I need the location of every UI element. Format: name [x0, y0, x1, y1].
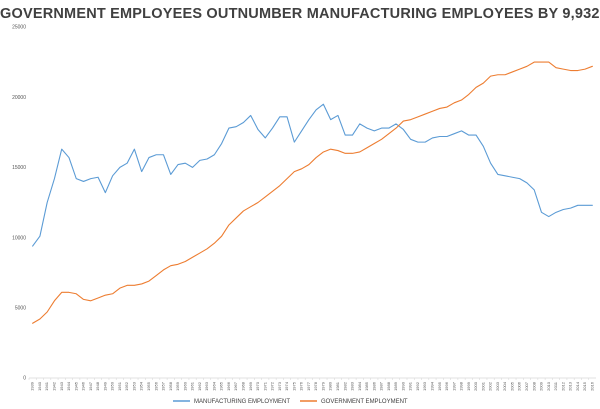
x-tick-label: 1961	[190, 381, 195, 391]
x-tick-label: 2006	[517, 381, 522, 391]
x-tick-label: 1959	[175, 381, 180, 391]
x-tick-label: 1943	[59, 381, 64, 391]
x-tick-label: 1978	[313, 381, 318, 391]
x-tick-label: 2010	[546, 381, 551, 391]
x-tick-label: 1998	[459, 381, 464, 391]
x-tick-label: 2012	[560, 381, 565, 391]
x-tick-label: 1950	[110, 381, 115, 391]
x-tick-label: 1988	[386, 381, 391, 391]
y-tick-label: 5000	[15, 306, 26, 312]
chart-legend: MANUFACTURING EMPLOYMENT GOVERNMENT EMPLO…	[173, 399, 408, 405]
x-tick-label: 1980	[328, 381, 333, 391]
x-tick-label: 1966	[226, 381, 231, 391]
x-tick-label: 1962	[197, 381, 202, 391]
x-tick-label: 1968	[241, 381, 246, 391]
x-tick-label: 1994	[430, 381, 435, 391]
y-tick-label: 25000	[12, 25, 26, 31]
series-line-government	[32, 61, 593, 324]
x-tick-label: 1942	[52, 381, 57, 391]
x-tick-label: 1997	[451, 381, 456, 391]
x-tick-label: 1985	[364, 381, 369, 391]
x-tick-label: 1940	[37, 381, 42, 391]
x-tick-label: 2005	[509, 381, 514, 391]
x-tick-label: 1958	[168, 381, 173, 391]
x-tick-label: 2008	[531, 381, 536, 391]
x-tick-label: 1953	[131, 381, 136, 391]
x-tick-label: 1960	[182, 381, 187, 391]
x-tick-label: 1976	[299, 381, 304, 391]
x-tick-label: 1941	[44, 381, 49, 391]
x-tick-label: 2007	[524, 381, 529, 391]
x-tick-label: 2000	[473, 381, 478, 391]
chart-title: GOVERNMENT EMPLOYEES OUTNUMBER MANUFACTU…	[0, 6, 600, 22]
x-tick-label: 1977	[306, 381, 311, 391]
y-tick-label: 20000	[12, 95, 26, 101]
y-tick-label: 15000	[12, 165, 26, 171]
x-tick-label: 2002	[488, 381, 493, 391]
x-tick-label: 1993	[422, 381, 427, 391]
x-tick-label: 1983	[350, 381, 355, 391]
x-tick-label: 1981	[335, 381, 340, 391]
x-tick-label: 2004	[502, 381, 507, 391]
x-tick-label: 1939	[30, 381, 35, 391]
x-tick-label: 1955	[146, 381, 151, 391]
x-tick-label: 1990	[400, 381, 405, 391]
x-tick-label: 2009	[539, 381, 544, 391]
y-tick-label: 10000	[12, 235, 26, 241]
x-tick-label: 1964	[211, 381, 216, 391]
x-tick-label: 2014	[575, 381, 580, 391]
x-tick-label: 2016	[589, 381, 594, 391]
x-tick-label: 1999	[466, 381, 471, 391]
x-tick-label: 1947	[88, 381, 93, 391]
x-tick-label: 1944	[66, 381, 71, 391]
x-tick-label: 1948	[95, 381, 100, 391]
x-tick-label: 1991	[408, 381, 413, 391]
x-tick-label: 1986	[371, 381, 376, 391]
x-tick-label: 1957	[161, 381, 166, 391]
x-tick-label: 2001	[480, 381, 485, 391]
x-tick-label: 1984	[357, 381, 362, 391]
x-tick-label: 1965	[219, 381, 224, 391]
x-tick-label: 1987	[379, 381, 384, 391]
x-tick-label: 2015	[582, 381, 587, 391]
x-tick-label: 1979	[320, 381, 325, 391]
x-tick-label: 1989	[393, 381, 398, 391]
x-tick-label: 1975	[291, 381, 296, 391]
x-tick-label: 1972	[270, 381, 275, 391]
legend-manufacturing-label: MANUFACTURING EMPLOYMENT	[194, 399, 290, 405]
x-tick-label: 1992	[415, 381, 420, 391]
series-line-manufacturing	[32, 103, 593, 247]
x-tick-label: 1973	[277, 381, 282, 391]
x-tick-label: 1951	[117, 381, 122, 391]
x-tick-label: 1952	[124, 381, 129, 391]
x-tick-label: 1971	[262, 381, 267, 391]
legend-government-label: GOVERNMENT EMPLOYMENT	[321, 399, 408, 405]
x-tick-label: 1982	[342, 381, 347, 391]
x-tick-label: 1995	[437, 381, 442, 391]
y-tick-label: 0	[23, 376, 26, 382]
x-tick-label: 2003	[495, 381, 500, 391]
x-tick-label: 1996	[444, 381, 449, 391]
x-tick-label: 1969	[248, 381, 253, 391]
x-tick-label: 2013	[568, 381, 573, 391]
x-tick-label: 1946	[81, 381, 86, 391]
x-tick-label: 1954	[139, 381, 144, 391]
x-tick-label: 1970	[255, 381, 260, 391]
x-tick-label: 1945	[73, 381, 78, 391]
x-tick-label: 1967	[233, 381, 238, 391]
x-tick-label: 1949	[102, 381, 107, 391]
x-tick-label: 2011	[553, 381, 558, 390]
x-tick-label: 1974	[284, 381, 289, 391]
x-tick-label: 1963	[204, 381, 209, 391]
x-tick-label: 1956	[153, 381, 158, 391]
